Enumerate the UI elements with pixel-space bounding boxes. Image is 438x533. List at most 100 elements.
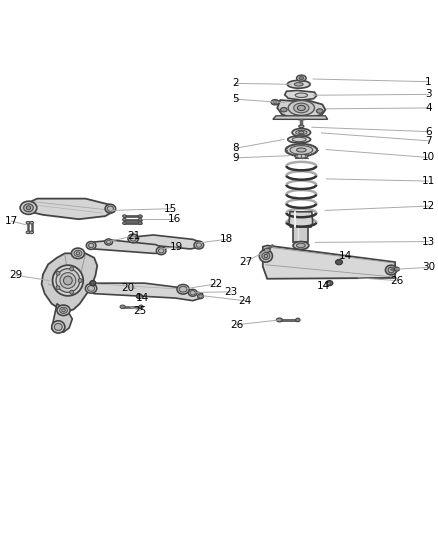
Ellipse shape: [177, 285, 189, 294]
Ellipse shape: [264, 254, 268, 258]
Text: 2: 2: [232, 78, 239, 88]
Ellipse shape: [280, 108, 287, 112]
Text: 30: 30: [422, 262, 435, 272]
Ellipse shape: [139, 305, 143, 309]
Ellipse shape: [271, 100, 279, 105]
Ellipse shape: [297, 106, 305, 110]
Text: 16: 16: [168, 214, 181, 224]
Text: 22: 22: [209, 279, 222, 289]
Ellipse shape: [292, 138, 306, 142]
Ellipse shape: [296, 318, 300, 322]
Polygon shape: [263, 246, 395, 279]
Ellipse shape: [388, 267, 394, 273]
Text: 8: 8: [232, 143, 239, 154]
Text: 11: 11: [422, 176, 435, 186]
Ellipse shape: [179, 286, 187, 292]
Ellipse shape: [62, 309, 65, 312]
Ellipse shape: [288, 101, 314, 115]
Ellipse shape: [64, 276, 72, 285]
Ellipse shape: [286, 144, 317, 156]
Ellipse shape: [20, 201, 37, 214]
Ellipse shape: [159, 248, 164, 253]
Polygon shape: [293, 227, 308, 243]
Ellipse shape: [71, 248, 85, 259]
Polygon shape: [277, 100, 325, 120]
Text: 14: 14: [317, 281, 330, 291]
Ellipse shape: [273, 101, 277, 103]
Polygon shape: [273, 116, 328, 119]
Ellipse shape: [24, 204, 33, 212]
Ellipse shape: [29, 221, 34, 224]
Ellipse shape: [326, 280, 333, 286]
Text: 6: 6: [425, 127, 432, 136]
Ellipse shape: [70, 267, 74, 271]
Text: 14: 14: [136, 293, 149, 303]
Text: 20: 20: [121, 282, 134, 293]
Ellipse shape: [385, 265, 397, 275]
Ellipse shape: [54, 324, 62, 330]
Text: 27: 27: [240, 257, 253, 266]
Text: 5: 5: [232, 94, 239, 104]
Ellipse shape: [88, 286, 95, 291]
Ellipse shape: [194, 241, 204, 249]
Ellipse shape: [26, 231, 30, 233]
Ellipse shape: [26, 206, 31, 210]
Ellipse shape: [136, 294, 142, 298]
Ellipse shape: [264, 248, 270, 253]
Ellipse shape: [88, 243, 94, 248]
Ellipse shape: [287, 80, 310, 88]
Ellipse shape: [316, 109, 323, 113]
Polygon shape: [289, 212, 313, 227]
Ellipse shape: [105, 204, 116, 213]
Text: 26: 26: [390, 276, 403, 286]
Polygon shape: [42, 253, 97, 311]
Polygon shape: [130, 235, 202, 249]
Text: 19: 19: [170, 242, 183, 252]
Text: 1: 1: [425, 77, 432, 87]
Text: 14: 14: [339, 251, 352, 261]
Ellipse shape: [120, 305, 125, 309]
Ellipse shape: [296, 130, 307, 135]
Text: 4: 4: [425, 103, 432, 113]
Ellipse shape: [52, 321, 65, 333]
Ellipse shape: [138, 222, 142, 224]
Ellipse shape: [293, 241, 309, 249]
Polygon shape: [88, 240, 164, 253]
Ellipse shape: [299, 131, 304, 134]
Ellipse shape: [105, 239, 113, 245]
Ellipse shape: [259, 250, 272, 262]
Ellipse shape: [276, 318, 283, 322]
Ellipse shape: [290, 146, 313, 155]
Ellipse shape: [106, 240, 111, 244]
Ellipse shape: [196, 243, 201, 247]
Ellipse shape: [288, 136, 311, 143]
Ellipse shape: [90, 280, 96, 286]
Polygon shape: [52, 304, 72, 332]
Ellipse shape: [295, 93, 307, 98]
Ellipse shape: [26, 221, 30, 224]
Ellipse shape: [262, 253, 270, 260]
Text: 26: 26: [230, 320, 243, 330]
Ellipse shape: [56, 269, 80, 292]
Ellipse shape: [199, 295, 202, 298]
Text: 25: 25: [134, 306, 147, 316]
Ellipse shape: [123, 222, 126, 224]
Ellipse shape: [86, 241, 96, 249]
Ellipse shape: [74, 251, 82, 256]
Polygon shape: [23, 199, 113, 219]
Ellipse shape: [130, 236, 136, 241]
Ellipse shape: [299, 125, 304, 128]
Text: 3: 3: [425, 90, 432, 99]
Text: 21: 21: [127, 231, 141, 241]
Polygon shape: [285, 91, 317, 100]
Ellipse shape: [295, 154, 308, 158]
Ellipse shape: [336, 260, 343, 265]
Text: 24: 24: [238, 296, 251, 305]
Ellipse shape: [60, 273, 76, 288]
Text: 10: 10: [422, 152, 435, 163]
Ellipse shape: [123, 215, 126, 217]
Ellipse shape: [53, 265, 83, 296]
Text: 7: 7: [425, 136, 432, 146]
Ellipse shape: [138, 219, 142, 221]
Ellipse shape: [138, 215, 142, 217]
